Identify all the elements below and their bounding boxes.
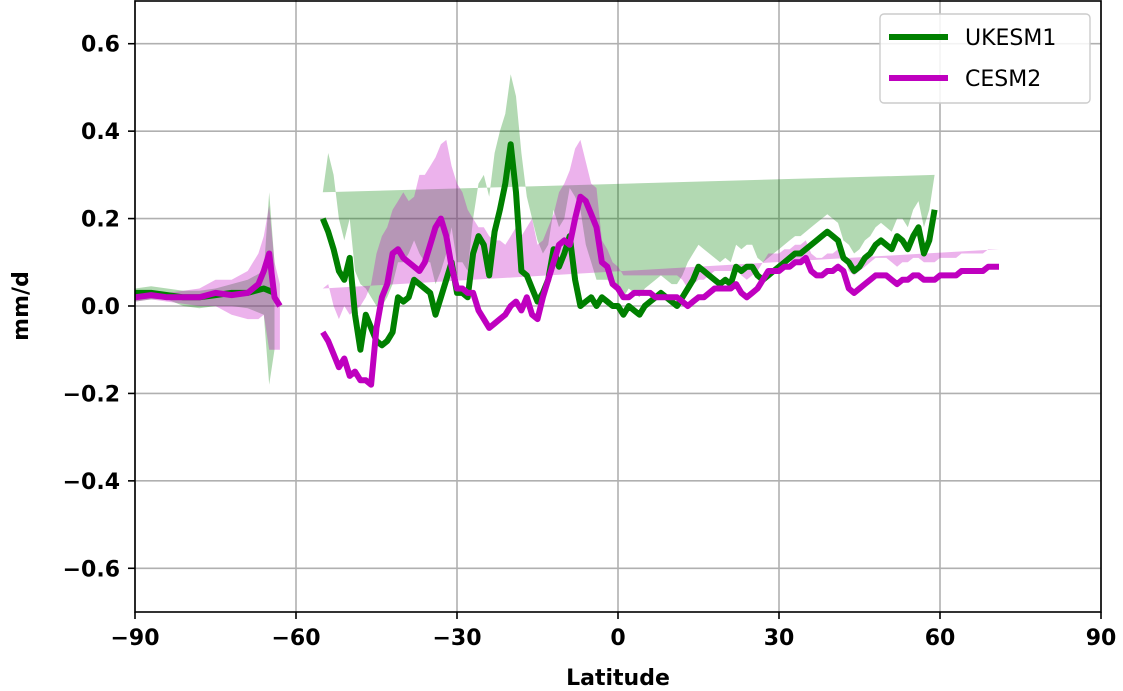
- x-tick-label: −60: [271, 626, 320, 651]
- cesm2-line: [320, 193, 999, 388]
- legend-label-cesm2: CESM2: [965, 67, 1041, 92]
- x-tick-label: 90: [1086, 626, 1117, 651]
- x-axis-ticks: −90 −60 −30 0 30 60 90: [110, 612, 1116, 651]
- cesm2-band: [135, 205, 280, 350]
- y-tick-label: 0.0: [81, 295, 120, 320]
- y-tick-label: −0.4: [63, 470, 120, 495]
- x-tick-label: −30: [432, 626, 481, 651]
- legend: UKESM1 CESM2: [879, 13, 1091, 104]
- legend-label-ukesm1: UKESM1: [965, 26, 1056, 51]
- x-tick-label: 30: [764, 626, 795, 651]
- y-tick-label: −0.2: [63, 382, 120, 407]
- series-lines: [134, 141, 999, 388]
- ukesm1-band: [135, 192, 275, 385]
- y-tick-label: −0.6: [63, 557, 120, 582]
- cesm2-line: [134, 250, 283, 308]
- ukesm1-line: [320, 141, 938, 353]
- x-tick-label: 0: [610, 626, 625, 651]
- x-tick-label: −90: [110, 626, 159, 651]
- y-tick-label: 0.4: [81, 120, 120, 145]
- ukesm1-band: [322, 74, 935, 306]
- y-axis-label: mm/d: [9, 271, 34, 341]
- y-axis-ticks: −0.6 −0.4 −0.2 0.0 0.2 0.4 0.6: [63, 33, 135, 582]
- x-tick-label: 60: [925, 626, 956, 651]
- x-axis-label: Latitude: [566, 666, 670, 691]
- y-tick-label: 0.2: [81, 208, 120, 233]
- uncertainty-bands: [135, 74, 999, 385]
- y-tick-label: 0.6: [81, 33, 120, 58]
